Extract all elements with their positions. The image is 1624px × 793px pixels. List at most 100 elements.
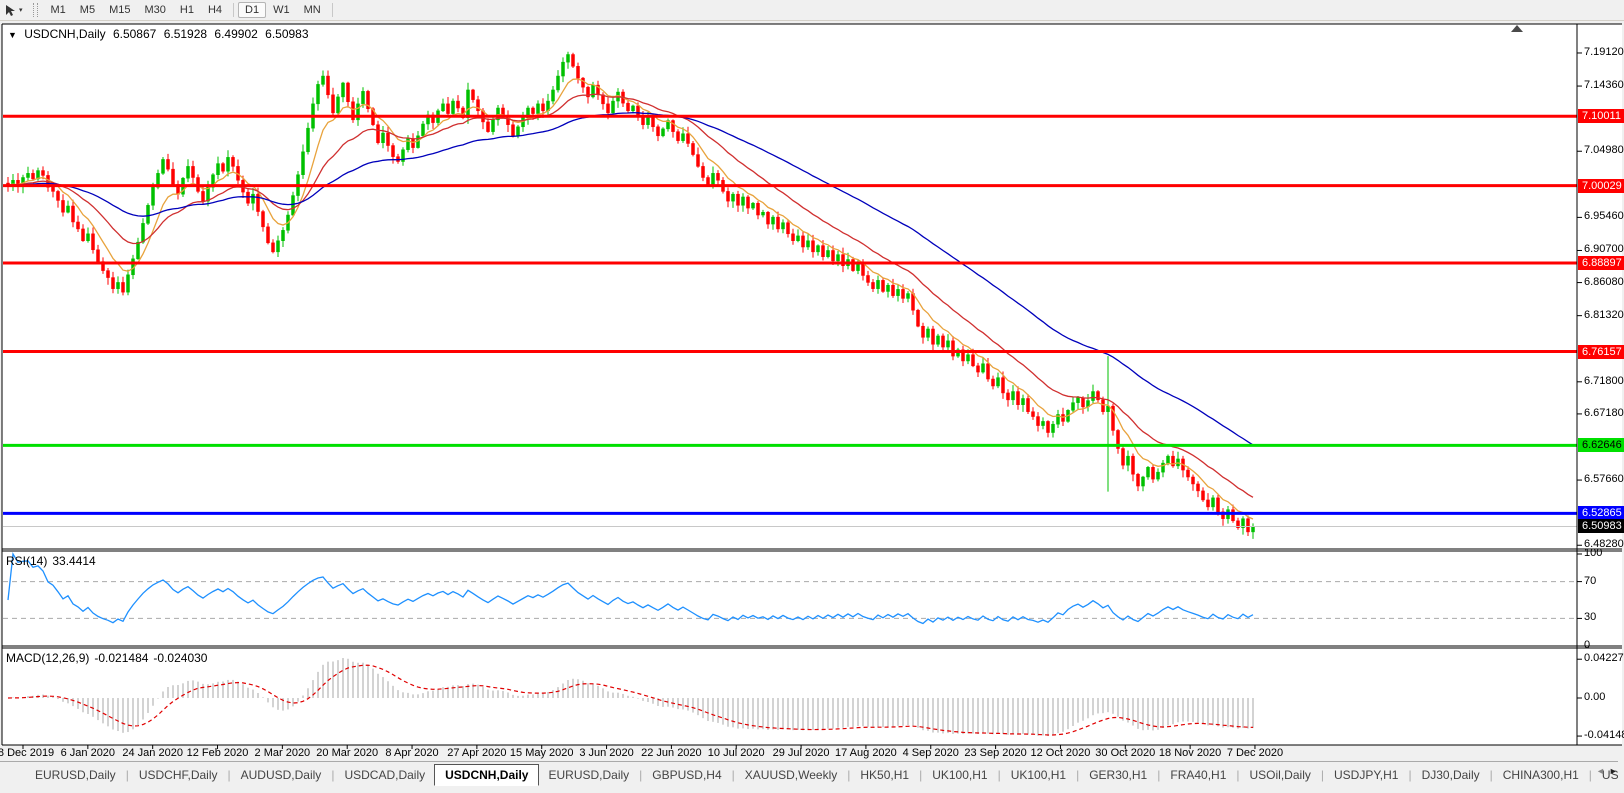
date-label: 17 Aug 2020 <box>835 747 897 759</box>
chart-tab-ger30-h1[interactable]: GER30,H1 <box>1089 768 1148 782</box>
date-label: 24 Jan 2020 <box>122 747 183 759</box>
cursor-tool-caret-icon[interactable]: ▾ <box>19 7 23 14</box>
rsi-tick-label: 100 <box>1584 547 1603 559</box>
tab-scroll-left-icon[interactable]: ◄ <box>1596 766 1609 776</box>
date-label: 29 Jul 2020 <box>772 747 830 759</box>
axis-tick-marks <box>22 52 1582 749</box>
timeframe-button-m30[interactable]: M30 <box>144 4 166 16</box>
date-label: 12 Feb 2020 <box>186 747 249 759</box>
tab-separator: | <box>997 768 1001 782</box>
toolbar-separator <box>331 3 333 17</box>
chart-tab-gbpusd-h4[interactable]: GBPUSD,H4 <box>652 768 722 782</box>
tab-separator: | <box>639 768 643 782</box>
chart-tab-usdcnh-daily[interactable]: USDCNH,Daily <box>434 764 540 786</box>
ma-fast-line <box>7 78 1254 520</box>
chart-tab-fra40-h1[interactable]: FRA40,H1 <box>1170 768 1227 782</box>
date-label: 6 Jan 2020 <box>60 747 116 759</box>
price-tick-label: 6.86080 <box>1584 275 1624 288</box>
price-badge-7.00029: 7.00029 <box>1578 178 1624 193</box>
chart-collapse-icon[interactable]: ▼ <box>8 30 17 40</box>
macd-tick-label: 0.042275 <box>1584 652 1624 665</box>
price-tick-label: 6.48280 <box>1584 538 1624 551</box>
date-label: 27 Apr 2020 <box>447 747 507 759</box>
tab-separator: | <box>919 768 923 782</box>
chart-tab-dj30-daily[interactable]: DJ30,Daily <box>1421 768 1480 782</box>
macd-signal-line <box>7 664 1254 736</box>
price-tick-label: 6.57660 <box>1584 473 1624 486</box>
chart-shift-marker-icon[interactable] <box>1511 25 1523 32</box>
chart-tab-uk100-h1[interactable]: UK100,H1 <box>932 768 988 782</box>
tab-separator: | <box>227 768 231 782</box>
horizontal-levels <box>3 114 1577 527</box>
chart-tab-xauusd-weekly[interactable]: XAUUSD,Weekly <box>744 768 838 782</box>
chart-tab-usdcad-daily[interactable]: USDCAD,Daily <box>344 768 426 782</box>
ohlc-high: 6.51928 <box>163 27 208 41</box>
price-tick-label: 7.04980 <box>1584 144 1624 157</box>
chart-tab-usdjpy-h1[interactable]: USDJPY,H1 <box>1333 768 1399 782</box>
date-label: 23 Sep 2020 <box>964 747 1027 759</box>
rsi-pane[interactable] <box>3 552 1577 625</box>
price-badge-7.10011: 7.10011 <box>1578 109 1624 124</box>
price-tick-label: 6.67180 <box>1584 406 1624 419</box>
date-label: 22 Jun 2020 <box>641 747 702 759</box>
ma-mid-line <box>7 93 1254 498</box>
chart-tab-usoil-daily[interactable]: USOil,Daily <box>1249 768 1311 782</box>
chart-tab-us[interactable]: US <box>1601 768 1618 782</box>
tab-separator: | <box>1157 768 1161 782</box>
tab-separator: | <box>1320 768 1324 782</box>
chart-tab-usdchf-daily[interactable]: USDCHF,Daily <box>138 768 218 782</box>
ma-slow-line <box>7 112 1254 446</box>
price-tick-label: 7.14360 <box>1584 79 1624 92</box>
date-label: 2 Mar 2020 <box>254 747 311 759</box>
timeframe-button-d1[interactable]: D1 <box>238 2 267 18</box>
tab-separator: | <box>1076 768 1080 782</box>
tab-separator: | <box>1489 768 1493 782</box>
date-label: 18 Nov 2020 <box>1158 747 1222 759</box>
bottom-strip <box>0 787 1624 793</box>
price-tick-label: 6.71800 <box>1584 374 1624 387</box>
toolbar: ▾ M1 M5 M15 M30 H1 H4 D1 W1 MN <box>0 0 1624 21</box>
chart-tab-china300-h1[interactable]: CHINA300,H1 <box>1502 768 1579 782</box>
date-label: 7 Dec 2020 <box>1226 747 1284 759</box>
tab-separator: | <box>331 768 335 782</box>
tab-separator: | <box>1408 768 1412 782</box>
date-label: 10 Jul 2020 <box>707 747 765 759</box>
macd-label: MACD(12,26,9) -0.021484 -0.024030 <box>6 651 208 665</box>
chart-tab-uk100-h1[interactable]: UK100,H1 <box>1010 768 1067 782</box>
timeframe-button-m1[interactable]: M1 <box>50 4 66 16</box>
chart-tab-hk50-h1[interactable]: HK50,H1 <box>860 768 910 782</box>
chart-tab-audusd-daily[interactable]: AUDUSD,Daily <box>240 768 322 782</box>
tab-separator: | <box>847 768 851 782</box>
price-tick-label: 6.95460 <box>1584 210 1624 223</box>
ohlc-close: 6.50983 <box>265 27 309 41</box>
timeframe-button-mn[interactable]: MN <box>303 4 321 16</box>
tab-separator: | <box>125 768 129 782</box>
chart-tab-eurusd-daily[interactable]: EURUSD,Daily <box>548 768 630 782</box>
price-tick-label: 7.19120 <box>1584 45 1624 58</box>
tab-scroll-arrows: ◄► <box>1596 766 1622 776</box>
chart-tab-bar: EURUSD,Daily | USDCHF,Daily | AUDUSD,Daily | U… <box>0 761 1618 788</box>
moving-averages <box>7 78 1254 520</box>
timeframe-button-m5[interactable]: M5 <box>79 4 96 16</box>
timeframe-button-w1[interactable]: W1 <box>273 4 290 16</box>
tab-scroll-right-icon[interactable]: ► <box>1608 766 1622 776</box>
cursor-tool-icon[interactable]: ▾ <box>4 4 23 17</box>
timeframe-button-h1[interactable]: H1 <box>179 4 194 16</box>
tab-separator: | <box>1588 768 1592 782</box>
date-label: 12 Oct 2020 <box>1030 747 1091 759</box>
date-label: 3 Jun 2020 <box>579 747 634 759</box>
timeframe-button-h4[interactable]: H4 <box>207 4 223 16</box>
timeframe-button-m15[interactable]: M15 <box>109 4 131 16</box>
price-badge-6.52865: 6.52865 <box>1578 506 1624 521</box>
rsi-line <box>7 552 1254 625</box>
date-label: 15 May 2020 <box>509 747 574 759</box>
chart-tab-eurusd-daily[interactable]: EURUSD,Daily <box>35 768 116 782</box>
price-badge-6.62646: 6.62646 <box>1578 438 1624 453</box>
toolbar-grip[interactable] <box>32 3 38 17</box>
rsi-tick-label: 30 <box>1584 611 1597 624</box>
rsi-tick-label: 70 <box>1584 574 1597 587</box>
date-label: 20 Mar 2020 <box>316 747 379 759</box>
macd-tick-label: 0.00 <box>1584 691 1606 703</box>
macd-pane[interactable] <box>7 658 1254 737</box>
